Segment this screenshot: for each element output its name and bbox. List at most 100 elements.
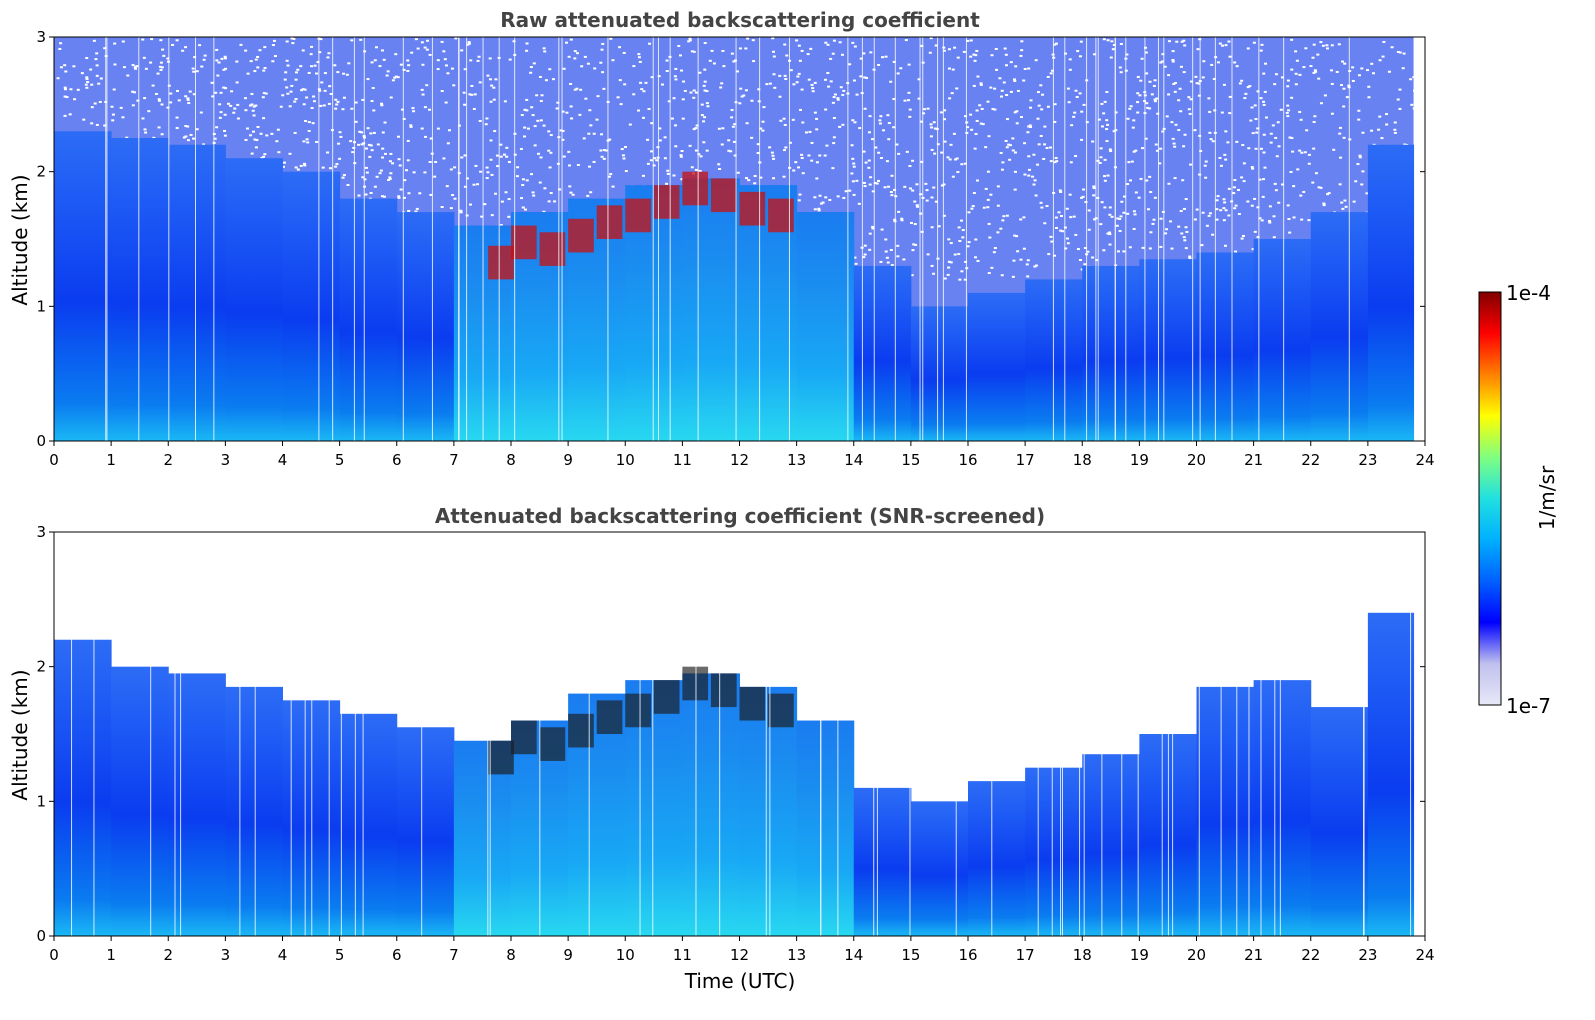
noise-speckle [1262, 103, 1266, 106]
noise-speckle [310, 45, 314, 48]
noise-speckle [697, 153, 701, 156]
noise-speckle [405, 169, 409, 172]
noise-speckle [1136, 101, 1140, 104]
noise-speckle [650, 150, 654, 153]
noise-speckle [1013, 234, 1017, 237]
noise-speckle [230, 90, 234, 93]
noise-speckle [730, 52, 734, 55]
noise-speckle [113, 63, 117, 66]
noise-speckle [761, 129, 765, 132]
noise-speckle [1066, 242, 1070, 245]
noise-speckle [929, 123, 933, 126]
noise-speckle [932, 121, 936, 124]
noise-speckle [871, 190, 875, 193]
noise-speckle [537, 152, 541, 155]
noise-speckle [584, 97, 588, 100]
noise-speckle [1228, 95, 1232, 98]
noise-speckle [796, 75, 800, 78]
noise-speckle [967, 241, 971, 244]
noise-speckle [601, 42, 605, 45]
noise-speckle [930, 148, 934, 151]
noise-speckle [1184, 226, 1188, 229]
noise-speckle [751, 39, 755, 42]
noise-speckle [407, 209, 411, 212]
noise-speckle [150, 38, 154, 41]
noise-speckle [600, 48, 604, 51]
noise-speckle [277, 151, 281, 154]
x-tick-label: 19 [1130, 451, 1149, 469]
noise-speckle [655, 159, 659, 162]
noise-speckle [359, 38, 363, 41]
noise-speckle [778, 95, 782, 98]
noise-speckle [953, 46, 957, 49]
noise-speckle [289, 90, 293, 93]
noise-speckle [1227, 40, 1231, 43]
noise-speckle [203, 54, 207, 57]
noise-speckle [307, 71, 311, 74]
noise-speckle [1115, 224, 1119, 227]
noise-speckle [302, 103, 306, 106]
noise-speckle [445, 185, 449, 188]
noise-speckle [507, 160, 511, 163]
noise-speckle [294, 98, 298, 101]
noise-speckle [1095, 259, 1099, 262]
noise-speckle [1078, 55, 1082, 58]
noise-speckle [1119, 43, 1123, 46]
noise-speckle [759, 127, 763, 130]
noise-speckle [1250, 106, 1254, 109]
noise-speckle [971, 205, 975, 208]
noise-speckle [601, 71, 605, 74]
noise-speckle [681, 98, 685, 101]
noise-speckle [1263, 62, 1267, 65]
noise-speckle [993, 87, 997, 90]
noise-speckle [1220, 111, 1224, 114]
noise-speckle [1226, 141, 1230, 144]
noise-speckle [719, 86, 723, 89]
noise-speckle [1065, 237, 1069, 240]
noise-speckle [878, 122, 882, 125]
noise-speckle [1183, 239, 1187, 242]
noise-speckle [1015, 235, 1019, 238]
noise-speckle [1393, 121, 1397, 124]
noise-speckle [570, 117, 574, 120]
noise-speckle [1209, 138, 1213, 141]
noise-speckle [851, 41, 855, 44]
noise-speckle [892, 126, 896, 129]
noise-speckle [602, 149, 606, 152]
noise-speckle [978, 104, 982, 107]
noise-speckle [372, 131, 376, 134]
noise-speckle [1242, 180, 1246, 183]
noise-speckle [299, 164, 303, 167]
noise-speckle [1108, 213, 1112, 216]
noise-speckle [1102, 112, 1106, 115]
noise-speckle [911, 159, 915, 162]
noise-speckle [1167, 93, 1171, 96]
noise-speckle [254, 58, 258, 61]
noise-speckle [1223, 201, 1227, 204]
x-tick-label: 6 [392, 451, 402, 469]
noise-speckle [522, 135, 526, 138]
noise-speckle [1224, 209, 1228, 212]
noise-speckle [542, 124, 546, 127]
noise-speckle [1075, 96, 1079, 99]
noise-speckle [428, 53, 432, 56]
noise-speckle [420, 127, 424, 130]
noise-speckle [1111, 48, 1115, 51]
noise-speckle [690, 166, 694, 169]
noise-speckle [902, 258, 906, 261]
noise-speckle [414, 210, 418, 213]
noise-speckle [538, 181, 542, 184]
noise-speckle [160, 103, 164, 106]
noise-speckle [1296, 168, 1300, 171]
noise-speckle [1173, 145, 1177, 148]
noise-speckle [1054, 216, 1058, 219]
noise-speckle [922, 112, 926, 115]
noise-speckle [103, 47, 107, 50]
noise-speckle [639, 81, 643, 84]
noise-speckle [641, 116, 645, 119]
noise-speckle [85, 77, 89, 80]
noise-speckle [800, 153, 804, 156]
noise-speckle [1227, 187, 1231, 190]
noise-speckle [911, 249, 915, 252]
noise-speckle [759, 176, 763, 179]
